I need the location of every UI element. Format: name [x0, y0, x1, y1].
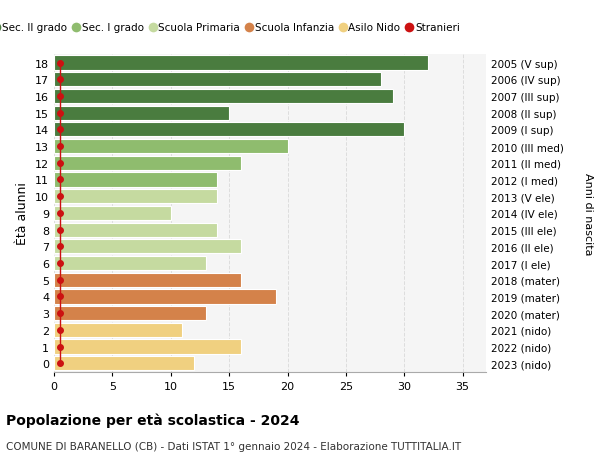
Text: Popolazione per età scolastica - 2024: Popolazione per età scolastica - 2024 [6, 413, 299, 428]
Bar [54, 356, 194, 370]
Bar [54, 290, 276, 304]
Bar [54, 140, 287, 154]
Bar [54, 123, 404, 137]
Bar [54, 207, 171, 220]
Bar [54, 340, 241, 354]
Bar [54, 273, 241, 287]
Bar [54, 90, 392, 104]
Bar [54, 73, 381, 87]
Y-axis label: Ètà alunni: Ètà alunni [16, 182, 29, 245]
Y-axis label: Anni di nascita: Anni di nascita [583, 172, 593, 255]
Bar [54, 173, 217, 187]
Bar [54, 56, 428, 71]
Bar [54, 106, 229, 121]
Text: COMUNE DI BARANELLO (CB) - Dati ISTAT 1° gennaio 2024 - Elaborazione TUTTITALIA.: COMUNE DI BARANELLO (CB) - Dati ISTAT 1°… [6, 441, 461, 451]
Bar [54, 323, 182, 337]
Legend: Sec. II grado, Sec. I grado, Scuola Primaria, Scuola Infanzia, Asilo Nido, Stran: Sec. II grado, Sec. I grado, Scuola Prim… [0, 19, 464, 37]
Bar [54, 190, 217, 204]
Bar [54, 223, 217, 237]
Bar [54, 157, 241, 170]
Bar [54, 306, 206, 320]
Bar [54, 240, 241, 254]
Bar [54, 257, 206, 270]
